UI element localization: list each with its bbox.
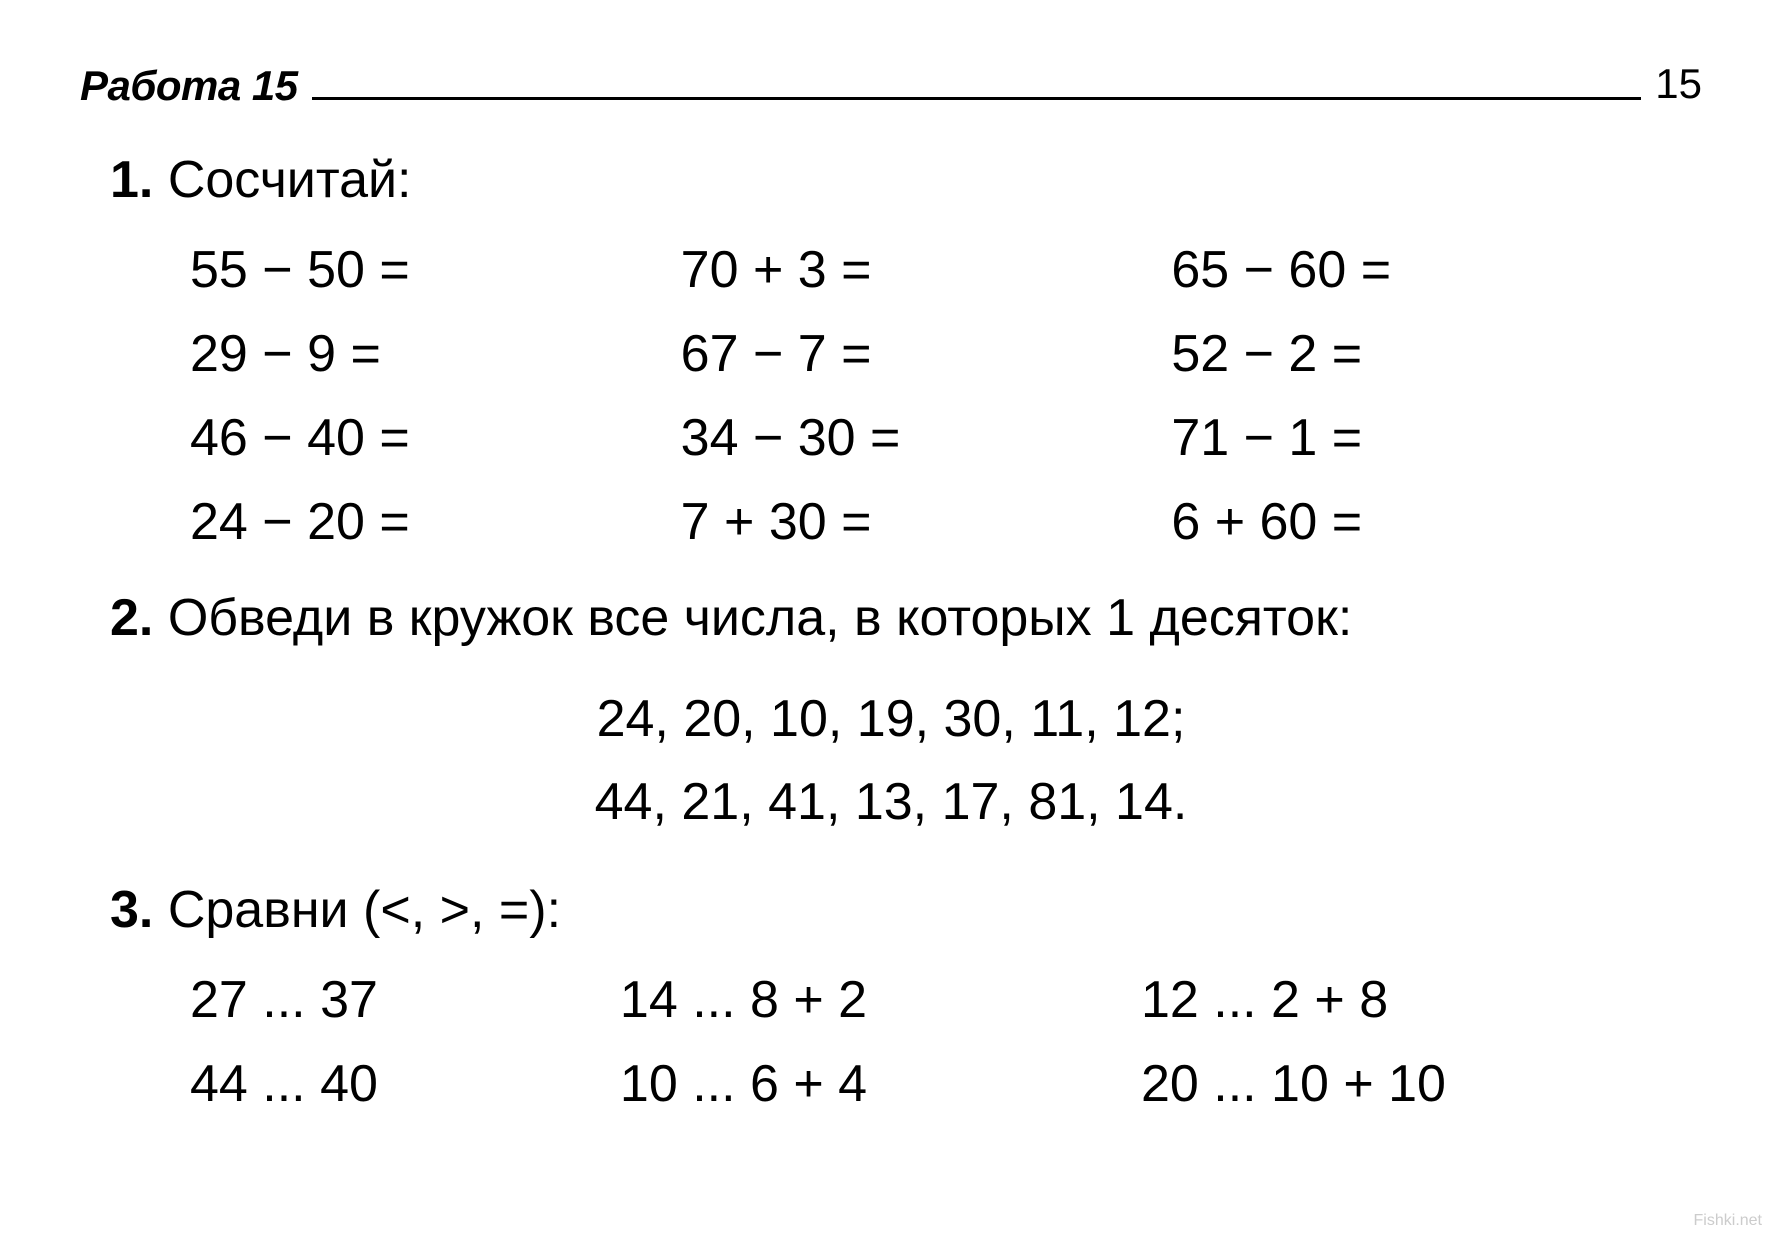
equation-cell: 71 − 1 = bbox=[1171, 408, 1642, 468]
task-1: 1. Сосчитай: 55 − 50 = 70 + 3 = 65 − 60 … bbox=[80, 150, 1702, 552]
equation-cell: 29 − 9 = bbox=[190, 324, 661, 384]
header-rule-line bbox=[312, 97, 1642, 100]
task-1-number: 1. bbox=[110, 151, 153, 209]
watermark: Fishki.net bbox=[1694, 1212, 1762, 1230]
task-2-number: 2. bbox=[110, 589, 153, 647]
equation-cell: 65 − 60 = bbox=[1171, 240, 1642, 300]
compare-cell: 44 ... 40 bbox=[190, 1054, 600, 1114]
equation-cell: 24 − 20 = bbox=[190, 492, 661, 552]
task-1-grid: 55 − 50 = 70 + 3 = 65 − 60 = 29 − 9 = 67… bbox=[190, 240, 1642, 552]
equation-cell: 6 + 60 = bbox=[1171, 492, 1642, 552]
task-2-numbers: 24, 20, 10, 19, 30, 11, 12; 44, 21, 41, … bbox=[80, 678, 1702, 844]
task-3-grid: 27 ... 37 14 ... 8 + 2 12 ... 2 + 8 44 .… bbox=[190, 970, 1642, 1114]
task-2-text: Обведи в кружок все числа, в которых 1 д… bbox=[153, 589, 1352, 647]
task-1-text: Сосчитай: bbox=[153, 151, 411, 209]
task-2-line-2: 44, 21, 41, 13, 17, 81, 14. bbox=[80, 761, 1702, 844]
worksheet-title: Работа 15 bbox=[80, 62, 298, 110]
task-2: 2. Обведи в кружок все числа, в которых … bbox=[80, 588, 1702, 844]
task-2-line-1: 24, 20, 10, 19, 30, 11, 12; bbox=[80, 678, 1702, 761]
equation-cell: 34 − 30 = bbox=[681, 408, 1152, 468]
task-3-text: Сравни (<, >, =): bbox=[153, 881, 561, 939]
page-number: 15 bbox=[1655, 60, 1702, 108]
compare-cell: 12 ... 2 + 8 bbox=[1141, 970, 1642, 1030]
task-3-title: 3. Сравни (<, >, =): bbox=[110, 880, 1702, 940]
compare-cell: 14 ... 8 + 2 bbox=[620, 970, 1121, 1030]
task-3-number: 3. bbox=[110, 881, 153, 939]
equation-cell: 70 + 3 = bbox=[681, 240, 1152, 300]
task-1-title: 1. Сосчитай: bbox=[110, 150, 1702, 210]
compare-cell: 10 ... 6 + 4 bbox=[620, 1054, 1121, 1114]
compare-cell: 27 ... 37 bbox=[190, 970, 600, 1030]
equation-cell: 67 − 7 = bbox=[681, 324, 1152, 384]
equation-cell: 46 − 40 = bbox=[190, 408, 661, 468]
compare-cell: 20 ... 10 + 10 bbox=[1141, 1054, 1642, 1114]
equation-cell: 52 − 2 = bbox=[1171, 324, 1642, 384]
equation-cell: 55 − 50 = bbox=[190, 240, 661, 300]
equation-cell: 7 + 30 = bbox=[681, 492, 1152, 552]
task-2-title: 2. Обведи в кружок все числа, в которых … bbox=[110, 588, 1702, 648]
task-3: 3. Сравни (<, >, =): 27 ... 37 14 ... 8 … bbox=[80, 880, 1702, 1114]
worksheet-header: Работа 15 15 bbox=[80, 60, 1702, 110]
